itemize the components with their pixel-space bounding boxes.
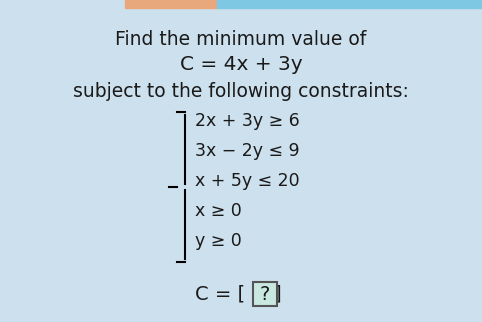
Text: x ≥ 0: x ≥ 0: [195, 202, 242, 220]
FancyBboxPatch shape: [253, 282, 277, 306]
Text: subject to the following constraints:: subject to the following constraints:: [73, 82, 409, 101]
Text: 3x − 2y ≤ 9: 3x − 2y ≤ 9: [195, 142, 300, 160]
Text: 2x + 3y ≥ 6: 2x + 3y ≥ 6: [195, 112, 300, 130]
Text: C = [  ? ]: C = [ ? ]: [195, 285, 282, 304]
Bar: [217, 0, 482, 8]
Text: Find the minimum value of: Find the minimum value of: [115, 30, 367, 49]
Text: ?: ?: [260, 285, 270, 304]
Text: C = 4x + 3y: C = 4x + 3y: [180, 55, 302, 74]
Text: x + 5y ≤ 20: x + 5y ≤ 20: [195, 172, 300, 190]
Bar: [125, 0, 217, 8]
Text: y ≥ 0: y ≥ 0: [195, 232, 242, 250]
